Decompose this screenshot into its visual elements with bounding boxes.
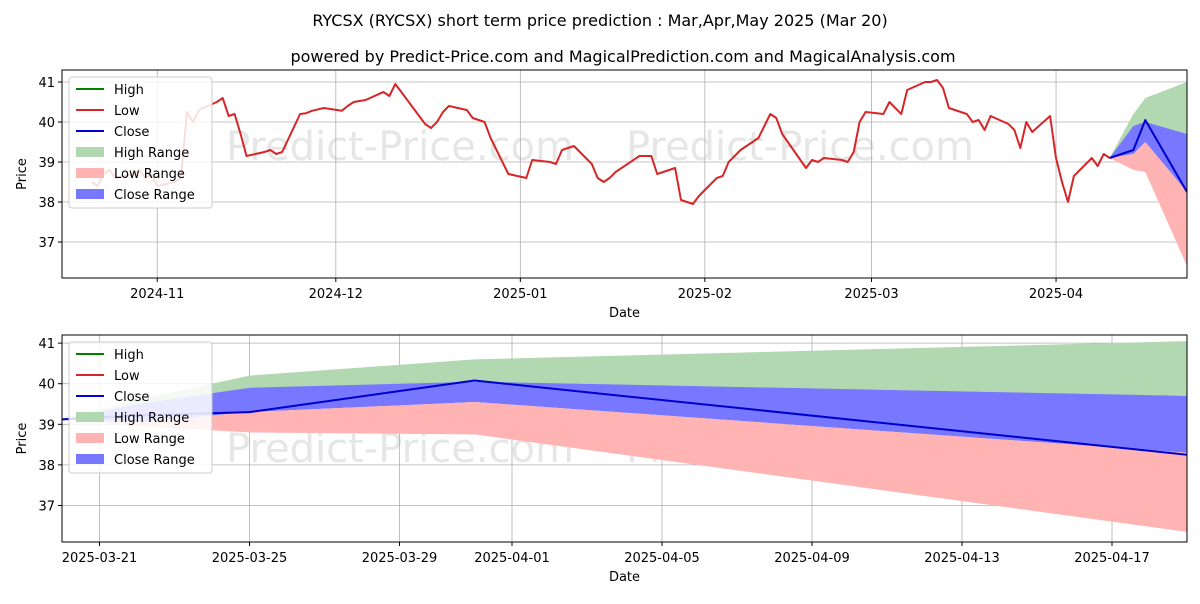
y-tick-label: 39 <box>38 156 55 171</box>
high-range-legend-swatch <box>76 147 104 157</box>
low-range-legend-swatch <box>76 433 104 443</box>
close-legend-label: Close <box>114 125 149 140</box>
x-tick-label: 2025-01 <box>493 287 547 302</box>
high-range-legend-label: High Range <box>114 146 189 161</box>
y-axis-label: Price <box>15 423 30 455</box>
high-range-legend-label: High Range <box>114 411 189 426</box>
y-tick-label: 38 <box>38 459 55 474</box>
watermark-text: Predict-Price.com <box>626 124 974 170</box>
y-tick-label: 40 <box>38 378 55 393</box>
close-range-legend-swatch <box>76 189 104 199</box>
close-range-legend-label: Close Range <box>114 453 195 468</box>
x-tick-label: 2025-03-21 <box>62 551 138 566</box>
chart-subtitle: powered by Predict-Price.com and Magical… <box>290 47 955 66</box>
x-tick-label: 2025-04-01 <box>474 551 550 566</box>
x-tick-label: 2025-03-29 <box>362 551 438 566</box>
low-range-band <box>62 402 1187 532</box>
y-tick-label: 40 <box>38 116 55 131</box>
watermark-text: Predict-Price.com <box>226 276 574 322</box>
x-tick-label: 2025-04-13 <box>924 551 1000 566</box>
y-tick-label: 37 <box>38 499 55 514</box>
x-axis-label: Date <box>609 570 640 585</box>
close-series-line <box>1109 119 1187 193</box>
low-legend-label: Low <box>114 104 140 119</box>
close-range-legend-swatch <box>76 454 104 464</box>
low-range-band <box>1109 142 1187 266</box>
legend: High Low Close High Range Low Range Close Ran… <box>68 76 213 209</box>
bottom-panel: Predict-Price.comPredict-Price.com2025-0… <box>15 334 1188 585</box>
x-tick-label: 2025-04-05 <box>624 551 700 566</box>
legend-box <box>68 76 213 209</box>
high-range-band <box>62 341 1187 420</box>
watermark-text: Predict-Price.com <box>626 276 974 322</box>
x-tick-label: 2025-03 <box>844 287 898 302</box>
close-legend-label: Close <box>114 390 149 405</box>
watermark-text: Predict-Price.com <box>226 124 574 170</box>
high-legend-label: High <box>114 83 144 98</box>
close-range-legend-label: Close Range <box>114 188 195 203</box>
x-tick-label: 2024-11 <box>130 287 184 302</box>
low-legend-label: Low <box>114 369 140 384</box>
chart-title: RYCSX (RYCSX) short term price predictio… <box>312 11 887 30</box>
y-tick-label: 41 <box>38 76 55 91</box>
low-series-line <box>91 79 1111 205</box>
x-tick-label: 2025-02 <box>678 287 732 302</box>
close-range-band <box>1109 122 1187 192</box>
top-panel: Predict-Price.com Predict-Price.com Predic… <box>15 69 1188 322</box>
low-range-legend-label: Low Range <box>114 167 185 182</box>
legend: High Low Close High Range Low Range Close Ran… <box>68 341 213 474</box>
y-tick-label: 39 <box>38 418 55 433</box>
high-legend-label: High <box>114 348 144 363</box>
x-tick-label: 2025-04 <box>1029 287 1083 302</box>
y-tick-label: 41 <box>38 337 55 352</box>
x-tick-label: 2024-12 <box>309 287 363 302</box>
y-tick-label: 38 <box>38 196 55 211</box>
low-range-legend-swatch <box>76 168 104 178</box>
low-range-legend-label: Low Range <box>114 432 185 447</box>
y-tick-label: 37 <box>38 236 55 251</box>
legend-box <box>68 341 213 474</box>
axes-frame <box>61 334 1188 543</box>
axes-frame <box>61 69 1188 279</box>
y-axis-label: Price <box>15 158 30 190</box>
plot-area <box>91 79 1187 266</box>
x-tick-label: 2025-04-09 <box>774 551 850 566</box>
x-axis-label: Date <box>609 306 640 321</box>
x-tick-label: 2025-04-17 <box>1074 551 1150 566</box>
x-tick-label: 2025-03-25 <box>212 551 288 566</box>
high-range-legend-swatch <box>76 412 104 422</box>
